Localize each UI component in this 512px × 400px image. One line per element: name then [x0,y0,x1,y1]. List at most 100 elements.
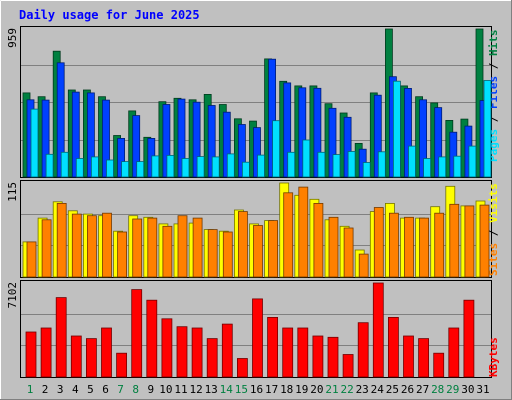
sites-bar-day-15 [237,211,248,278]
x-label-day-16: 16 [250,383,263,396]
sites-bar-day-23 [358,253,369,278]
x-label-day-28: 28 [431,383,444,396]
legend-kbytes: KBytes [487,337,500,377]
kbytes-bar-day-29 [448,327,460,378]
x-label-day-13: 13 [205,383,218,396]
kbytes-bar-day-24 [372,282,384,378]
sites-bar-day-3 [56,202,67,278]
sites-bar-day-17 [268,220,279,278]
panel1-ymax-label: 959 [6,28,19,48]
x-label-day-29: 29 [446,383,459,396]
sites-bar-day-21 [328,216,339,278]
x-label-day-21: 21 [325,383,338,396]
pages-bar-day-6 [106,159,114,178]
files-bar-day-18 [283,82,292,178]
bars [22,28,492,378]
pages-bar-day-17 [272,120,281,178]
sites-bar-day-1 [26,241,37,278]
pages-bar-day-28 [438,156,447,178]
panel3-ymax-label: 7102 [6,282,19,309]
kbytes-bar-day-7 [116,352,127,378]
files-bar-day-17 [268,58,277,178]
x-label-day-15: 15 [235,383,248,396]
files-bar-day-12 [192,101,201,178]
x-label-day-8: 8 [132,383,139,396]
files-bar-day-28 [434,107,443,178]
pages-bar-day-13 [211,156,220,178]
pages-bar-day-21 [332,154,341,178]
x-label-day-18: 18 [280,383,293,396]
kbytes-bar-day-17 [267,316,279,378]
pages-bar-day-30 [468,145,477,178]
files-bar-day-26 [404,88,412,178]
pages-bar-day-8 [136,161,145,178]
sites-bar-day-7 [117,231,127,278]
kbytes-bar-day-3 [55,297,67,378]
kbytes-bar-day-2 [40,327,52,378]
sites-bar-day-9 [147,217,158,278]
pages-bar-day-2 [45,153,54,178]
x-label-day-23: 23 [356,383,369,396]
x-label-day-31: 31 [476,383,489,396]
files-bar-day-7 [117,137,125,178]
kbytes-bar-day-5 [86,338,97,378]
x-label-day-19: 19 [295,383,308,396]
kbytes-bar-day-15 [236,358,248,378]
panel2-ymax-label: 115 [6,182,19,202]
kbytes-bar-day-27 [418,338,430,378]
files-bar-day-2 [41,99,50,178]
sites-bar-day-31 [479,204,490,278]
kbytes-bar-day-21 [327,336,339,378]
kbytes-bar-day-25 [387,316,399,378]
files-bar-day-19 [298,87,307,178]
kbytes-bar-day-1 [25,331,37,378]
kbytes-bar-day-14 [221,323,233,378]
sites-bar-day-12 [192,217,203,278]
sites-bar-day-20 [313,202,324,278]
x-axis-labels: 1 2 3 4 5 6 7 8 9 10 11 12 13 14 15 16 17 18 19 20 21 22 23 24 2… [27,383,490,396]
sites-bar-day-18 [283,192,294,278]
sites-bar-day-27 [419,217,430,278]
pages-bar-day-15 [241,161,250,178]
x-label-day-6: 6 [102,383,109,396]
pages-bar-day-7 [121,161,129,178]
x-label-day-17: 17 [265,383,278,396]
pages-bar-day-29 [453,155,462,178]
kbytes-bar-day-16 [252,298,263,378]
sites-bar-day-6 [102,212,112,278]
kbytes-bar-day-19 [297,327,309,378]
sites-bar-day-30 [464,205,475,278]
x-label-day-10: 10 [159,383,172,396]
files-bar-day-5 [87,92,95,178]
kbytes-bar-day-22 [342,354,354,378]
pages-bar-day-27 [423,158,432,178]
pages-bar-day-14 [226,153,235,178]
kbytes-bar-day-18 [282,327,294,378]
kbytes-bar-day-30 [463,299,475,378]
x-label-day-30: 30 [461,383,474,396]
x-label-day-12: 12 [189,383,202,396]
pages-bar-day-26 [408,145,416,178]
pages-bar-day-12 [196,156,205,178]
sites-bar-day-4 [71,213,82,278]
pages-bar-day-1 [30,108,39,178]
files-bar-day-6 [102,99,110,178]
kbytes-bar-day-4 [70,335,82,378]
files-bar-day-16 [253,127,261,178]
sites-bar-day-24 [373,207,384,278]
sites-bar-day-10 [162,225,173,278]
kbytes-bar-day-8 [131,289,143,378]
files-bar-day-20 [313,87,322,178]
sites-bar-day-8 [132,218,143,278]
pages-bar-day-24 [377,151,386,178]
legend-visits: Visits [487,183,500,223]
sites-bar-day-5 [87,215,97,278]
pages-bar-day-18 [287,151,296,178]
x-label-day-1: 1 [27,383,34,396]
pages-bar-day-31 [483,80,492,178]
pages-bar-day-25 [392,80,401,178]
sites-bar-day-28 [434,212,445,278]
pages-bar-day-10 [166,154,175,178]
files-bar-day-3 [56,62,65,178]
files-bar-day-27 [419,99,428,178]
